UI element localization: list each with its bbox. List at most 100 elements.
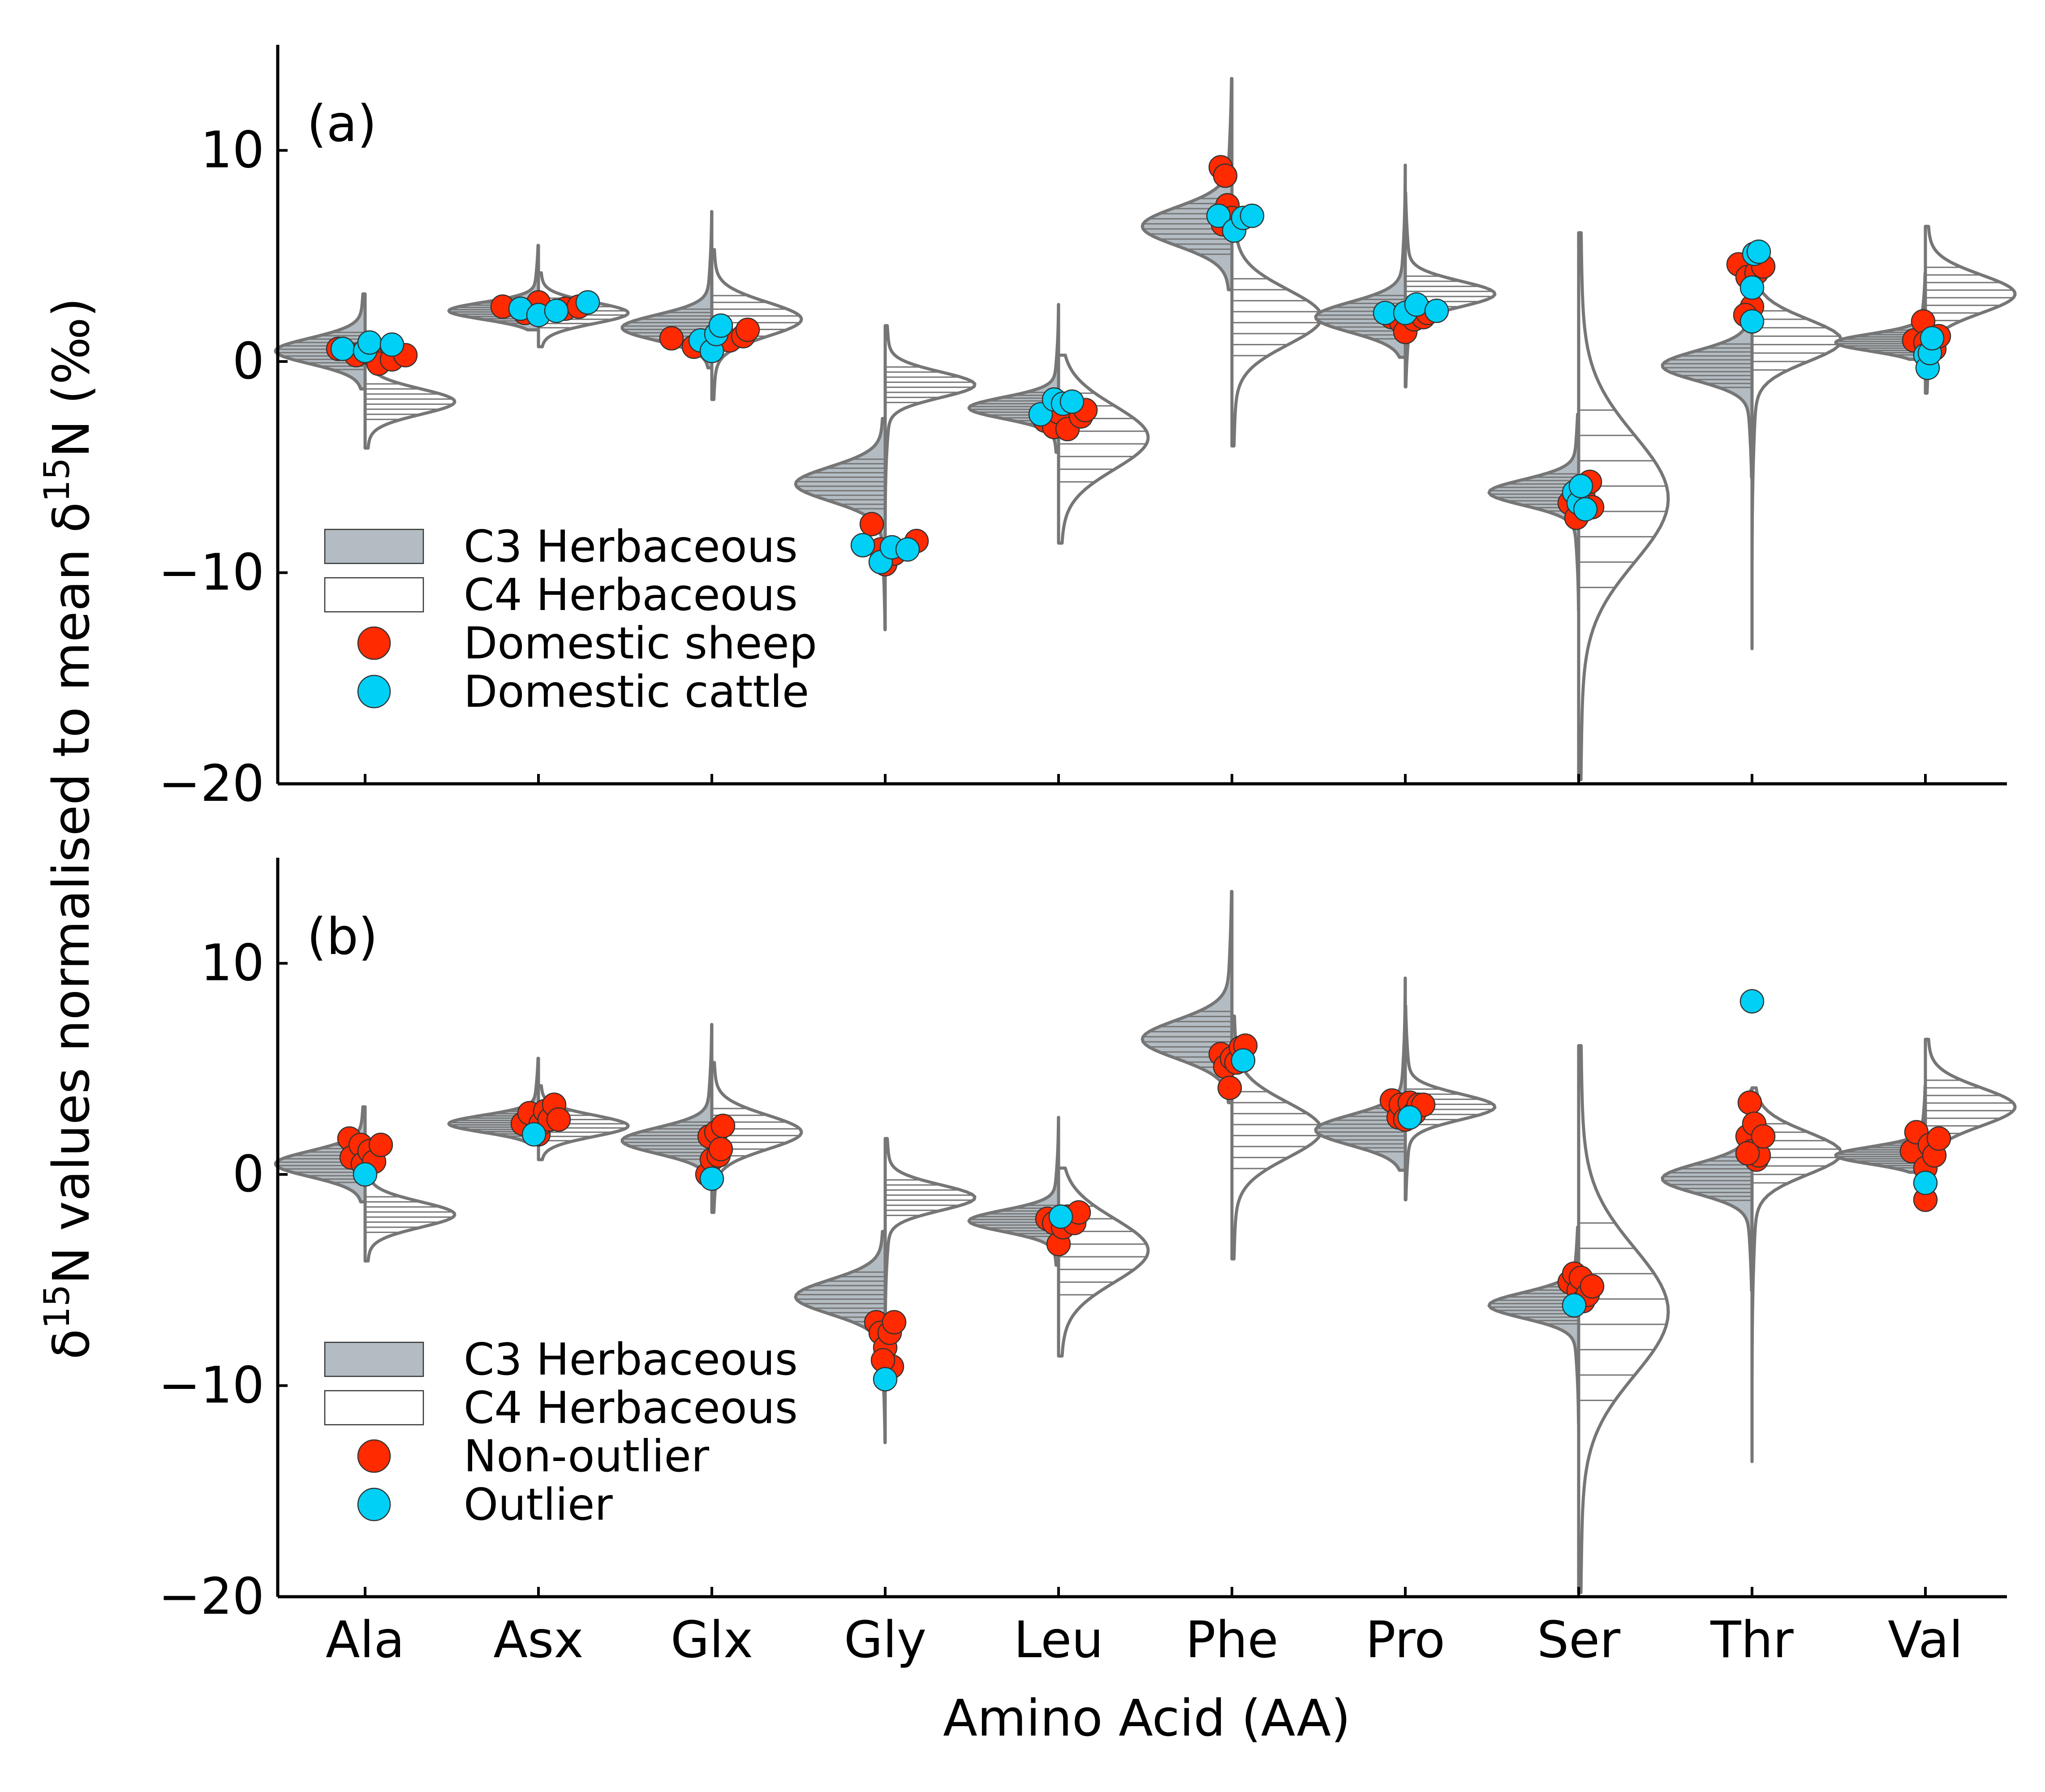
y-tick-label: 10 xyxy=(200,934,264,993)
point-cyan xyxy=(1920,326,1945,351)
c3-violin-leu xyxy=(967,1116,1060,1267)
c4-violin-val xyxy=(1924,1037,2017,1208)
legend-label: C3 Herbaceous xyxy=(464,1334,798,1385)
y-tick-label: 10 xyxy=(200,121,264,180)
point-red xyxy=(1580,1274,1605,1299)
point-cyan xyxy=(353,1162,378,1187)
y-tick-label: 0 xyxy=(232,332,264,391)
point-cyan xyxy=(1739,275,1765,300)
violin-ser xyxy=(1487,1044,1670,1594)
legend-label: C4 Herbaceous xyxy=(464,570,798,621)
point-red xyxy=(1217,1075,1242,1100)
point-red xyxy=(735,318,760,342)
point-cyan xyxy=(1240,203,1265,228)
y-tick-label: 0 xyxy=(232,1145,264,1203)
c4-violin-leu xyxy=(1057,353,1150,545)
point-cyan xyxy=(1568,474,1593,498)
point-cyan xyxy=(1739,309,1765,334)
y-axis-title-sup: 15 xyxy=(37,1285,77,1329)
point-cyan xyxy=(575,290,600,315)
legend-label: C3 Herbaceous xyxy=(464,521,798,572)
c4-violin-ser xyxy=(1577,231,1670,782)
c4-violin-leu xyxy=(1057,1166,1150,1358)
point-cyan xyxy=(1913,1170,1938,1195)
x-tick-label-leu: Leu xyxy=(1014,1611,1103,1669)
x-tick-label-ser: Ser xyxy=(1537,1611,1621,1669)
point-cyan xyxy=(873,1367,898,1392)
y-axis-title: δ15N values normalised to mean δ15N (‰) xyxy=(37,298,101,1360)
violin-pro xyxy=(1314,976,1497,1202)
legend-label: Domestic sheep xyxy=(464,618,817,669)
point-red xyxy=(1751,1124,1776,1149)
point-red xyxy=(1926,1126,1951,1151)
legend-label: Non-outlier xyxy=(464,1431,710,1482)
point-cyan xyxy=(699,1166,724,1191)
x-tick-label-glx: Glx xyxy=(671,1611,753,1669)
legend-swatch-c4 xyxy=(324,577,424,613)
x-tick-label-phe: Phe xyxy=(1185,1611,1278,1669)
legend-swatch-c4 xyxy=(324,1390,424,1426)
c4-violin-gly xyxy=(883,1137,977,1335)
y-tick-label: −20 xyxy=(159,1568,264,1626)
point-cyan xyxy=(895,537,920,562)
c4-violin-phe xyxy=(1230,202,1323,448)
point-red xyxy=(1735,1141,1760,1166)
y-axis-title-sup2: 15 xyxy=(37,458,77,502)
point-cyan xyxy=(850,533,875,558)
point-red xyxy=(1737,1090,1762,1115)
c4-violin-gly xyxy=(883,324,977,522)
point-cyan xyxy=(1048,1204,1073,1229)
legend-marker-cyan xyxy=(357,675,391,709)
y-tick-label: −10 xyxy=(159,544,264,602)
violin-pro xyxy=(1314,163,1497,389)
x-tick-label-asx: Asx xyxy=(493,1611,583,1669)
point-cyan xyxy=(1397,1105,1422,1130)
legend-swatch-c3 xyxy=(324,1341,424,1377)
violin-glx xyxy=(620,210,803,401)
legend-marker-red xyxy=(357,1439,391,1473)
x-tick-label-gly: Gly xyxy=(844,1611,926,1669)
legend-label: Domestic cattle xyxy=(464,666,809,718)
point-cyan xyxy=(544,298,569,323)
point-cyan xyxy=(521,1122,547,1147)
point-cyan xyxy=(1231,1048,1256,1073)
point-red xyxy=(368,1132,393,1157)
c4-violin-thr xyxy=(1750,273,1843,650)
point-cyan xyxy=(708,313,733,338)
legend-label: Outlier xyxy=(464,1479,613,1530)
panel-b: 10 0 −10 −20 Ala Asx Glx Gly Leu Phe Pro Ser Thr Val (… xyxy=(159,858,2017,1669)
c3-violin-thr xyxy=(1661,1088,1754,1292)
y-axis-title-suffix: N (‰) xyxy=(43,298,101,458)
point-cyan xyxy=(1562,1293,1587,1318)
x-axis-title: Amino Acid (AA) xyxy=(943,1689,1351,1748)
c3-violin-ala xyxy=(274,292,367,391)
x-tick-label-pro: Pro xyxy=(1365,1611,1445,1669)
y-tick-label: −20 xyxy=(159,755,264,813)
violin-ala xyxy=(274,292,456,450)
point-cyan xyxy=(357,330,382,355)
violin-gly xyxy=(794,1137,977,1444)
point-cyan xyxy=(1573,497,1598,522)
point-red xyxy=(859,511,884,537)
point-cyan xyxy=(1746,239,1771,264)
c4-violin-pro xyxy=(1404,1004,1497,1202)
x-tick-label-ala: Ala xyxy=(326,1611,405,1669)
point-cyan xyxy=(330,336,355,361)
panel-label: (b) xyxy=(307,908,378,966)
point-cyan xyxy=(1206,203,1231,228)
legend-swatch-c3 xyxy=(324,529,424,564)
c3-violin-glx xyxy=(620,1023,714,1182)
series-outlier xyxy=(353,989,1938,1392)
c3-violin-pro xyxy=(1314,976,1407,1172)
y-axis-title-prefix: δ xyxy=(43,1329,101,1360)
series-domestic-cattle xyxy=(330,203,1945,575)
c4-violin-thr xyxy=(1750,1086,1843,1463)
point-cyan xyxy=(1739,989,1765,1014)
panel-label: (a) xyxy=(307,95,377,153)
violin-phe xyxy=(1141,77,1323,448)
point-cyan xyxy=(1424,298,1449,323)
